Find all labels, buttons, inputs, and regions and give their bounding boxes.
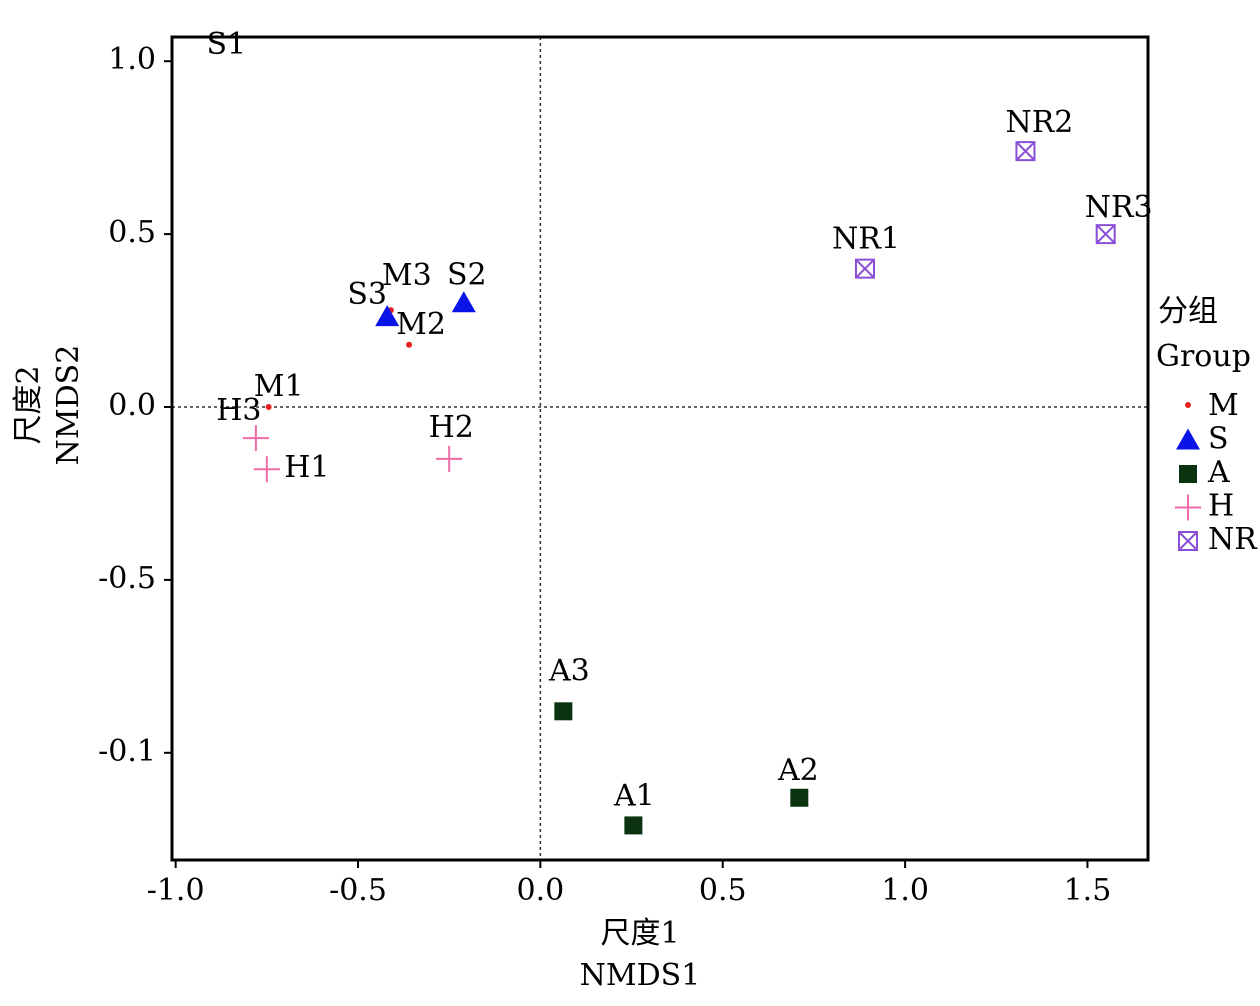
point bbox=[1015, 141, 1036, 162]
x-tick-label: -0.5 bbox=[329, 873, 387, 908]
point bbox=[451, 291, 476, 313]
point-label: H2 bbox=[429, 410, 474, 445]
point-label: A2 bbox=[777, 753, 819, 788]
point-label: A1 bbox=[613, 778, 655, 813]
x-tick-label: -1.0 bbox=[147, 873, 205, 908]
point-label: S1 bbox=[206, 27, 246, 62]
y-tick-label: -0.1 bbox=[98, 734, 156, 769]
point bbox=[790, 788, 809, 807]
point bbox=[554, 702, 573, 721]
x-axis-label: NMDS1 bbox=[580, 958, 701, 993]
point-label: M2 bbox=[396, 307, 446, 342]
point-label: H1 bbox=[284, 450, 329, 485]
x-tick-label: 0.5 bbox=[699, 873, 747, 908]
y-tick-label: 1.0 bbox=[108, 42, 156, 77]
point bbox=[253, 456, 280, 483]
point-label: H3 bbox=[216, 393, 261, 428]
legend-marker bbox=[1178, 531, 1198, 551]
point bbox=[375, 305, 400, 327]
y-axis-label: 尺度2 bbox=[11, 365, 46, 444]
point bbox=[1095, 224, 1116, 245]
point-label: M1 bbox=[254, 369, 304, 404]
legend-marker bbox=[1175, 494, 1201, 521]
legend-title: 分组 bbox=[1158, 294, 1218, 329]
point-label: NR1 bbox=[832, 222, 900, 257]
y-tick-label: 0.0 bbox=[108, 388, 156, 423]
legend-marker bbox=[1185, 402, 1191, 408]
point bbox=[854, 258, 875, 279]
point-label: NR2 bbox=[1005, 105, 1073, 140]
point-label: NR3 bbox=[1085, 190, 1153, 225]
plot-area bbox=[242, 141, 1116, 835]
point-label: A3 bbox=[548, 653, 590, 688]
x-axis-label: 尺度1 bbox=[600, 916, 679, 951]
point bbox=[624, 816, 643, 835]
legend-label: A bbox=[1207, 455, 1230, 490]
legend-label: H bbox=[1208, 489, 1234, 524]
y-tick-label: 0.5 bbox=[108, 215, 156, 250]
point-label: S2 bbox=[447, 257, 487, 292]
x-tick-label: 1.0 bbox=[881, 873, 929, 908]
legend-label: M bbox=[1208, 388, 1239, 423]
legend-title: Group bbox=[1156, 339, 1251, 374]
legend-marker bbox=[1176, 428, 1200, 450]
point bbox=[406, 341, 413, 348]
plot-frame bbox=[170, 35, 1150, 862]
legend-marker bbox=[1179, 465, 1197, 483]
x-tick-label: 1.5 bbox=[1064, 873, 1112, 908]
legend-label: NR bbox=[1208, 522, 1258, 557]
point-label: S3 bbox=[347, 277, 387, 312]
point bbox=[265, 404, 272, 411]
y-tick-label: -0.5 bbox=[98, 561, 156, 596]
x-tick-label: 0.0 bbox=[517, 873, 565, 908]
legend-label: S bbox=[1208, 422, 1229, 457]
point bbox=[242, 425, 269, 452]
y-axis-label: NMDS2 bbox=[51, 345, 86, 466]
point-label: M3 bbox=[382, 258, 432, 293]
point bbox=[436, 445, 463, 472]
